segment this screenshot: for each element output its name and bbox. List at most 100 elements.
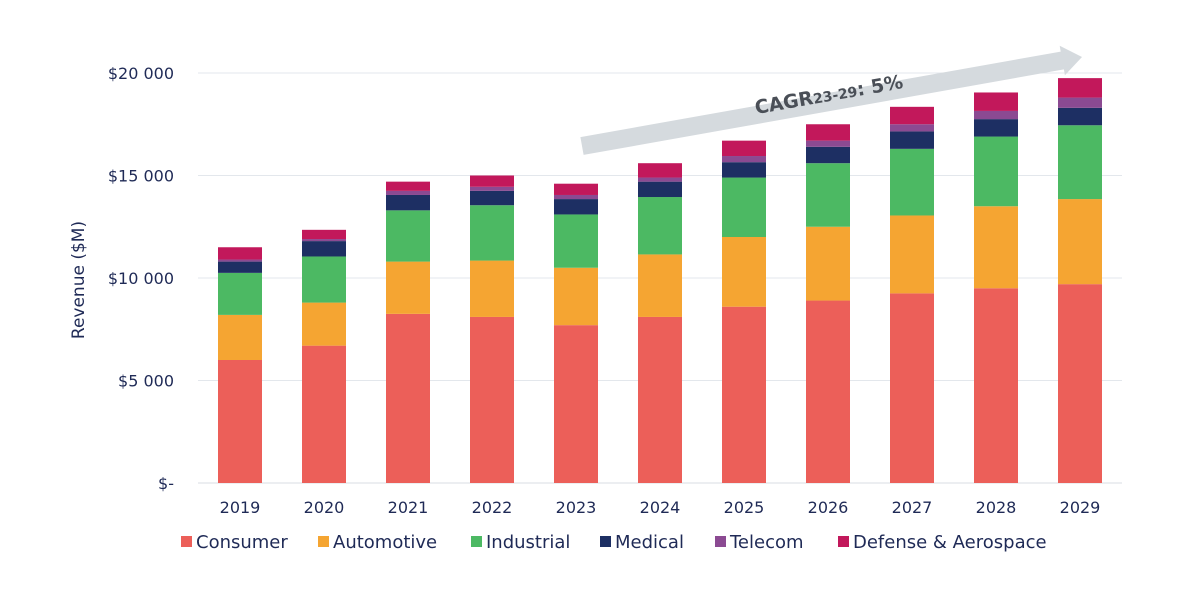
y-tick-label: $15 000 [108, 167, 174, 186]
x-tick-label: 2025 [724, 498, 765, 517]
bar-segment [890, 215, 934, 294]
bar-segment [890, 131, 934, 149]
bar-segment [722, 177, 766, 237]
bar-segment [722, 306, 766, 483]
x-axis-ticks: 2019 2020 2021 2022 2023 2024 2025 2026 2027 2028… [220, 498, 1101, 517]
bar-segment [470, 205, 514, 261]
bar-stack [470, 175, 514, 483]
bar-segment [1058, 78, 1102, 98]
legend-label: Consumer [196, 532, 288, 553]
bar-segment [1058, 284, 1102, 483]
bar-segment [890, 124, 934, 132]
bar-segment [554, 183, 598, 195]
bar-stack [722, 140, 766, 483]
bar-segment [974, 136, 1018, 207]
legend-swatch [181, 536, 192, 547]
bars [218, 78, 1102, 483]
bar-stack [806, 124, 850, 483]
bar-segment [554, 267, 598, 326]
bar-segment [386, 261, 430, 314]
y-tick-label: $- [158, 474, 174, 493]
bar-segment [470, 190, 514, 206]
bar-segment [218, 247, 262, 260]
bar-segment [806, 226, 850, 301]
bar-segment [302, 345, 346, 483]
bar-segment [974, 92, 1018, 111]
cagr-label: CAGR23-29: 5% [753, 71, 905, 119]
bar-segment [638, 254, 682, 317]
bar-segment [386, 313, 430, 483]
bar-stack [1058, 78, 1102, 483]
bar-segment [386, 190, 430, 195]
bar-segment [890, 293, 934, 483]
bar-segment [974, 110, 1018, 120]
bar-segment [554, 214, 598, 268]
bar-segment [638, 181, 682, 198]
bar-segment [470, 260, 514, 317]
cagr-arrow-icon [580, 45, 1082, 155]
y-tick-label: $5 000 [118, 372, 174, 391]
x-tick-label: 2021 [388, 498, 429, 517]
bar-segment [302, 239, 346, 242]
legend-item: Automotive [318, 532, 437, 553]
x-tick-label: 2027 [892, 498, 933, 517]
bar-segment [218, 261, 262, 273]
x-tick-label: 2029 [1060, 498, 1101, 517]
legend-label: Defense & Aerospace [853, 532, 1047, 553]
legend-item: Defense & Aerospace [838, 532, 1047, 553]
legend-swatch [600, 536, 611, 547]
bar-segment [1058, 199, 1102, 285]
bar-segment [974, 119, 1018, 137]
bar-segment [890, 106, 934, 125]
legend-item: Consumer [181, 532, 288, 553]
legend: Consumer Automotive Industrial Medical Telec… [181, 532, 1047, 553]
x-tick-label: 2020 [304, 498, 345, 517]
legend-swatch [715, 536, 726, 547]
x-tick-label: 2026 [808, 498, 849, 517]
x-tick-label: 2024 [640, 498, 681, 517]
x-tick-label: 2019 [220, 498, 261, 517]
bar-segment [806, 124, 850, 141]
bar-stack [890, 106, 934, 483]
bar-segment [302, 302, 346, 346]
legend-label: Telecom [729, 532, 804, 553]
bar-segment [1058, 107, 1102, 126]
bar-stack [638, 163, 682, 483]
bar-segment [218, 360, 262, 483]
bar-segment [806, 300, 850, 483]
x-tick-label: 2023 [556, 498, 597, 517]
bar-segment [722, 156, 766, 163]
bar-segment [554, 194, 598, 200]
bar-segment [302, 241, 346, 257]
bar-segment [890, 148, 934, 216]
bar-segment [554, 199, 598, 215]
bar-segment [638, 316, 682, 483]
legend-swatch [838, 536, 849, 547]
y-axis-title: Revenue ($M) [69, 221, 89, 339]
bar-segment [806, 146, 850, 164]
bar-segment [218, 272, 262, 315]
bar-segment [1058, 125, 1102, 200]
legend-swatch [318, 536, 329, 547]
bar-segment [218, 259, 262, 262]
bar-segment [218, 314, 262, 360]
bar-segment [806, 163, 850, 227]
bar-segment [470, 175, 514, 187]
legend-label: Medical [615, 532, 684, 553]
legend-item: Medical [600, 532, 684, 553]
bar-stack [974, 92, 1018, 483]
y-axis-ticks: $- $5 000 $10 000 $15 000 $20 000 [108, 64, 174, 493]
x-tick-label: 2022 [472, 498, 513, 517]
bar-segment [386, 181, 430, 191]
bar-segment [638, 163, 682, 178]
bar-segment [302, 256, 346, 303]
y-tick-label: $10 000 [108, 269, 174, 288]
bar-stack [386, 181, 430, 483]
bar-stack [218, 247, 262, 483]
bar-stack [554, 183, 598, 483]
bar-segment [974, 206, 1018, 289]
bar-segment [470, 316, 514, 483]
legend-swatch [471, 536, 482, 547]
